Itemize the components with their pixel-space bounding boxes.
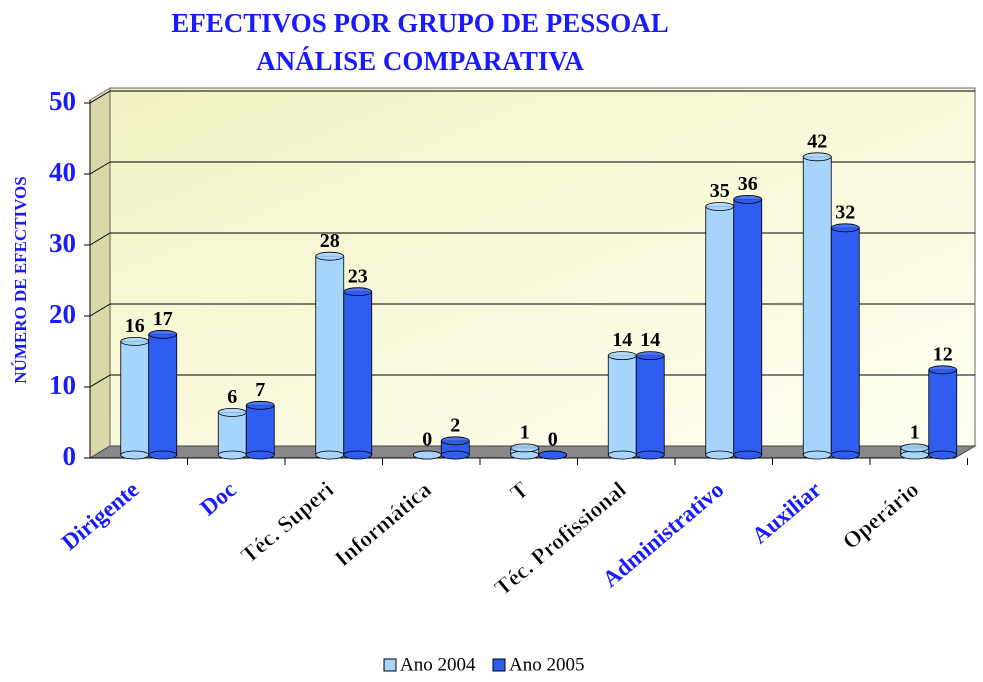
bar-top <box>928 365 958 375</box>
value-label: 1 <box>520 421 530 443</box>
grid-line <box>89 374 111 388</box>
bar <box>148 333 178 456</box>
bar-top <box>315 251 345 261</box>
bar-top <box>635 351 665 361</box>
bar-base <box>607 450 637 460</box>
y-tick-label: 10 <box>49 370 76 400</box>
y-axis-label: NÚMERO DE EFECTIVOS <box>11 176 30 383</box>
bar-base <box>315 450 345 460</box>
grid-line <box>89 303 111 317</box>
chart-subtitle: ANÁLISE COMPARATIVA <box>256 46 584 76</box>
bar-base <box>148 450 178 460</box>
bar <box>733 198 763 456</box>
bar-base <box>802 450 832 460</box>
bar <box>217 411 247 456</box>
bar-base <box>733 450 763 460</box>
bar-base <box>928 450 958 460</box>
value-label: 16 <box>125 315 145 337</box>
y-tick-label: 40 <box>49 157 76 187</box>
x-tick-label: Auxiliar <box>747 477 826 549</box>
bar <box>802 156 832 456</box>
value-label: 2 <box>450 414 460 436</box>
value-label: 0 <box>422 429 432 451</box>
bar-base <box>440 450 470 460</box>
value-label: 14 <box>612 329 632 351</box>
y-tick-label: 20 <box>49 299 76 329</box>
y-tick-label: 30 <box>49 228 76 258</box>
bar <box>607 355 637 456</box>
x-tick-label: T <box>506 477 534 506</box>
bar <box>705 206 735 456</box>
x-tick-label: Dirigente <box>57 477 144 555</box>
bar-top <box>900 443 930 453</box>
bar-top <box>412 450 442 460</box>
bar-base <box>120 450 150 460</box>
bar-base <box>830 450 860 460</box>
value-label: 36 <box>738 173 758 195</box>
bar-top <box>440 436 470 446</box>
grid-line <box>89 232 111 246</box>
bar-top <box>343 287 373 297</box>
side-wall <box>89 87 111 459</box>
y-tick-label: 0 <box>63 441 77 471</box>
value-label: 6 <box>227 386 237 408</box>
value-label: 0 <box>548 429 558 451</box>
value-label: 17 <box>153 308 173 330</box>
bar-top <box>802 152 832 162</box>
value-label: 23 <box>348 265 368 287</box>
bar <box>343 291 373 456</box>
value-label: 14 <box>640 329 660 351</box>
x-tick-label: Operário <box>838 477 924 554</box>
x-tick-label: Doc <box>195 477 240 521</box>
bar <box>120 340 150 456</box>
value-label: 7 <box>255 379 265 401</box>
x-tick-label: Téc. Superi <box>236 476 339 568</box>
bar-top <box>120 336 150 346</box>
bar-base <box>635 450 665 460</box>
bar-base <box>217 450 247 460</box>
bar-base <box>343 450 373 460</box>
bar-top <box>607 351 637 361</box>
bar-base <box>705 450 735 460</box>
bar-top <box>733 194 763 204</box>
value-label: 1 <box>910 421 920 443</box>
value-label: 42 <box>807 130 827 152</box>
value-label: 32 <box>835 201 855 223</box>
bar <box>830 227 860 456</box>
y-tick-label: 50 <box>49 86 76 116</box>
bar-base <box>245 450 275 460</box>
bar-top <box>510 443 540 453</box>
grid-line <box>89 90 111 104</box>
bar-top <box>538 450 568 460</box>
chart-title: EFECTIVOS POR GRUPO DE PESSOAL <box>171 8 669 38</box>
bar-top <box>217 407 247 417</box>
legend-swatch <box>492 658 506 672</box>
value-label: 28 <box>320 230 340 252</box>
bar <box>635 355 665 456</box>
bar-top <box>705 202 735 211</box>
bar-top <box>245 400 275 410</box>
bar <box>245 404 275 456</box>
legend-label: Ano 2005 <box>509 654 584 675</box>
grid-line <box>89 161 111 175</box>
bar <box>928 369 958 456</box>
legend-swatch <box>383 658 397 672</box>
bar <box>315 255 345 456</box>
value-label: 35 <box>710 180 730 202</box>
bar-top <box>148 329 178 339</box>
legend-label: Ano 2004 <box>400 654 476 675</box>
bar-top <box>830 223 860 233</box>
value-label: 12 <box>933 343 953 365</box>
x-tick-label: Informática <box>330 476 436 571</box>
